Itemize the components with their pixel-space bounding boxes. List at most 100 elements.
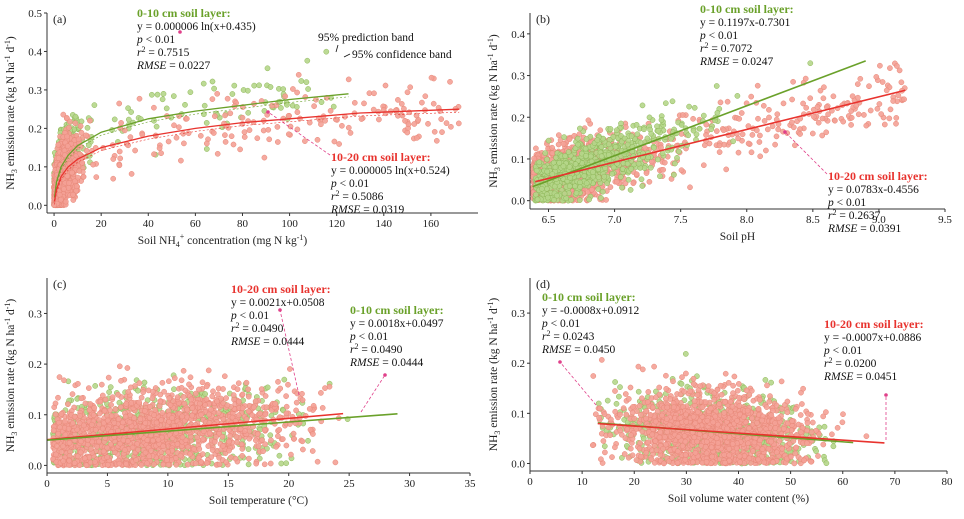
data-point	[376, 116, 382, 123]
data-point	[282, 93, 289, 100]
data-point	[284, 101, 290, 108]
data-point	[766, 114, 772, 121]
data-point	[855, 94, 861, 101]
data-point	[278, 460, 285, 467]
data-point	[323, 48, 330, 55]
data-point	[690, 115, 696, 122]
data-point	[881, 121, 888, 128]
data-point	[825, 111, 831, 118]
data-point	[562, 153, 568, 159]
data-point	[151, 104, 157, 111]
data-point	[339, 122, 345, 129]
data-point	[294, 89, 300, 96]
data-point	[588, 186, 595, 193]
data-point	[687, 184, 693, 191]
data-point	[125, 105, 131, 112]
data-point	[64, 173, 71, 179]
data-point	[627, 187, 634, 193]
data-point	[395, 97, 401, 103]
data-point	[610, 164, 617, 171]
data-point	[55, 155, 62, 161]
data-point	[693, 131, 700, 138]
data-point	[661, 159, 668, 166]
data-point	[639, 183, 646, 189]
data-point	[439, 129, 445, 135]
data-point	[246, 127, 253, 133]
data-point	[549, 144, 555, 151]
data-point	[617, 174, 624, 180]
data-point	[678, 131, 685, 137]
data-point	[361, 100, 367, 107]
data-point	[819, 132, 826, 139]
data-point	[260, 127, 267, 134]
data-point	[561, 190, 568, 197]
data-point	[638, 176, 645, 183]
data-point	[61, 186, 67, 192]
data-point	[187, 89, 194, 96]
data-point	[201, 111, 207, 118]
data-point	[77, 123, 84, 129]
data-point	[165, 138, 172, 145]
data-point	[605, 141, 612, 148]
data-point	[774, 111, 781, 118]
data-point	[901, 96, 907, 103]
data-point	[577, 125, 583, 132]
data-point	[302, 94, 309, 100]
data-point	[713, 83, 720, 89]
data-point	[202, 391, 208, 397]
data-point	[861, 112, 867, 118]
data-point	[655, 127, 662, 134]
data-point	[890, 98, 897, 104]
data-point	[757, 153, 764, 160]
data-point	[840, 118, 847, 125]
data-point	[306, 119, 313, 126]
data-point	[430, 100, 437, 107]
data-point	[800, 100, 806, 107]
data-point	[586, 196, 592, 203]
data-point	[153, 123, 160, 130]
data-point	[817, 87, 824, 94]
data-point	[723, 166, 730, 173]
data-point	[609, 170, 615, 177]
data-point	[736, 115, 743, 122]
data-point	[898, 79, 905, 86]
data-point	[619, 184, 625, 191]
data-point	[894, 63, 900, 69]
data-point	[214, 90, 221, 97]
data-point	[128, 171, 135, 177]
data-point	[866, 83, 872, 90]
data-point	[678, 122, 685, 128]
data-point	[646, 178, 653, 185]
data-point	[735, 149, 742, 156]
data-point	[66, 180, 72, 186]
data-point	[566, 136, 573, 143]
data-point	[542, 150, 549, 156]
data-point	[64, 133, 70, 140]
data-point	[645, 154, 652, 161]
data-point	[398, 101, 405, 107]
data-point	[203, 140, 210, 147]
data-point	[809, 130, 816, 137]
data-point	[215, 391, 221, 398]
data-point	[70, 197, 77, 203]
data-point	[197, 132, 204, 139]
data-point	[93, 174, 100, 180]
data-point	[607, 126, 614, 132]
data-point	[832, 117, 838, 124]
data-point	[634, 131, 641, 138]
data-point	[106, 389, 112, 395]
data-point	[863, 122, 870, 129]
data-point	[577, 184, 583, 190]
data-point	[422, 93, 429, 100]
data-point	[594, 137, 601, 143]
data-point	[561, 134, 567, 140]
data-point	[274, 139, 281, 145]
data-point	[318, 121, 324, 128]
data-point	[575, 141, 581, 148]
data-point	[222, 139, 229, 145]
data-point	[766, 106, 772, 113]
data-point	[895, 92, 902, 99]
data-point	[669, 98, 676, 105]
data-point	[245, 446, 252, 452]
data-point	[887, 65, 893, 71]
